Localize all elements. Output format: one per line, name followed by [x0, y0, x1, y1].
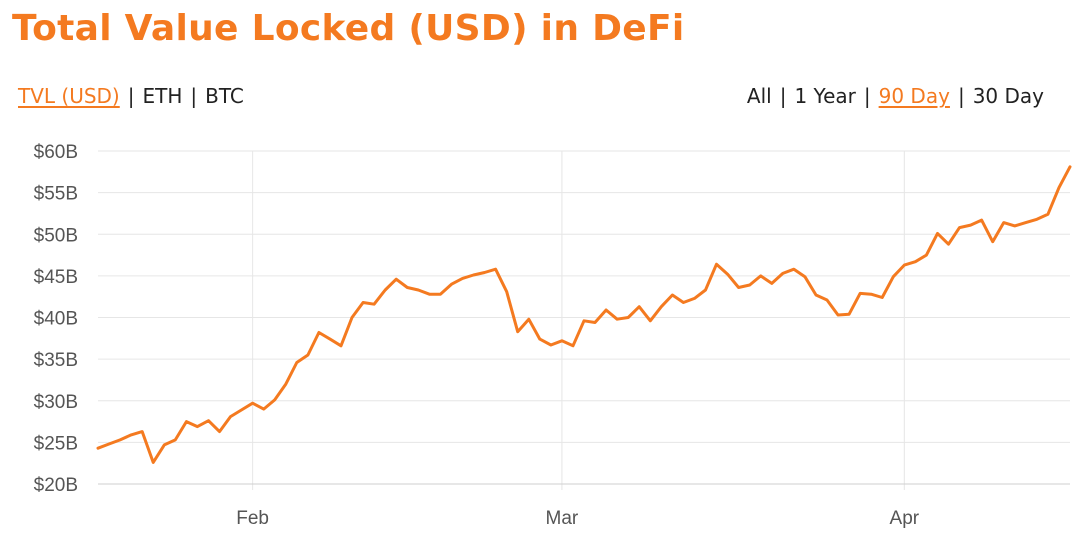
- separator: |: [190, 84, 198, 108]
- separator: |: [127, 84, 135, 108]
- separator: |: [779, 84, 787, 108]
- option-eth[interactable]: ETH: [142, 84, 183, 108]
- y-tick-label: $30B: [34, 392, 78, 413]
- y-tick-label: $50B: [34, 225, 78, 246]
- range-1-year[interactable]: 1 Year: [794, 84, 856, 108]
- y-tick-label: $55B: [34, 184, 78, 205]
- x-tick-label: Mar: [546, 508, 579, 529]
- range-30-day[interactable]: 30 Day: [972, 84, 1044, 108]
- option-btc[interactable]: BTC: [205, 84, 244, 108]
- y-tick-label: $20B: [34, 475, 78, 496]
- tvl-series-line: [96, 165, 1072, 464]
- y-tick-label: $35B: [34, 350, 78, 371]
- separator: |: [863, 84, 871, 108]
- range-all[interactable]: All: [746, 84, 772, 108]
- x-tick-label: Feb: [236, 508, 269, 529]
- y-tick-label: $25B: [34, 433, 78, 454]
- separator: |: [957, 84, 965, 108]
- y-tick-label: $60B: [34, 142, 78, 163]
- currency-selector: TVL (USD) | ETH | BTC: [18, 84, 244, 108]
- x-tick-label: Apr: [890, 508, 920, 529]
- y-tick-label: $45B: [34, 267, 78, 288]
- option-tvl-usd[interactable]: TVL (USD): [18, 84, 120, 108]
- y-tick-label: $40B: [34, 309, 78, 330]
- page-title: Total Value Locked (USD) in DeFi: [12, 8, 685, 49]
- range-selector: All | 1 Year | 90 Day | 30 Day: [747, 84, 1044, 108]
- range-90-day[interactable]: 90 Day: [878, 84, 950, 108]
